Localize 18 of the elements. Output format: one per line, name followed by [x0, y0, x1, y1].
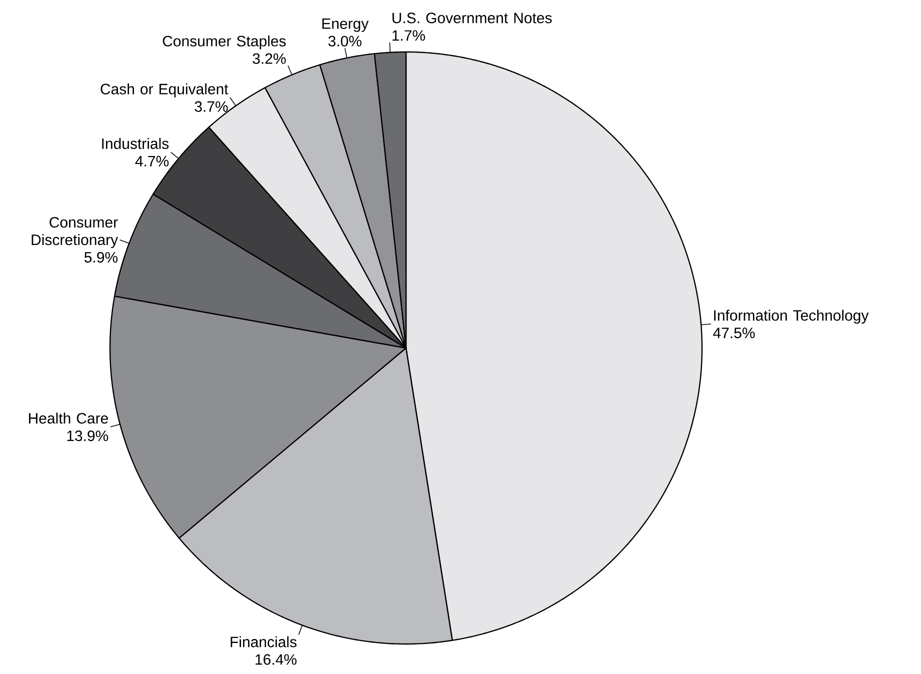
data-label: 4.7%	[135, 156, 169, 166]
slice-label: Industrials	[102, 138, 169, 149]
data-label: 47.5%	[713, 328, 755, 338]
data-label: 3.2%	[252, 53, 286, 64]
slice-label: Consumer Staples	[162, 35, 286, 50]
data-label: 3.7%	[194, 101, 228, 112]
data-label: 1.7%	[392, 30, 426, 41]
slice-label: Information Technology	[714, 310, 869, 324]
data-label: 5.9%	[84, 252, 118, 263]
slice-label: Health Care	[29, 412, 108, 424]
slice-label: Financials	[230, 636, 296, 648]
slice-label: Consumer Discretionary	[32, 217, 118, 248]
data-label: 16.4%	[256, 654, 296, 665]
data-label: 3.0%	[328, 36, 362, 46]
slice-label: U.S. Government Notes	[392, 12, 552, 24]
slice-label: Cash or Equivalent	[100, 83, 228, 98]
slice-label: Energy	[322, 18, 369, 32]
data-label: 13.9%	[67, 430, 108, 442]
